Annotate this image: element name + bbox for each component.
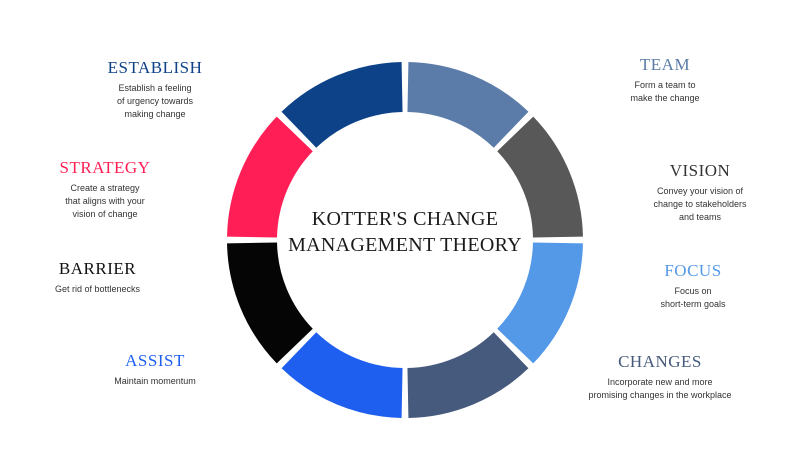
step-strategy-description: Create a strategy that aligns with your … (40, 182, 170, 221)
step-barrier-desc-line: Get rid of bottlenecks (54, 284, 141, 294)
step-changes-title: CHANGES (618, 352, 702, 371)
center-title: KOTTER'S CHANGE MANAGEMENT THEORY (255, 206, 555, 258)
step-changes-description: Incorporate new and more promising chang… (570, 376, 750, 402)
step-establish-title: ESTABLISH (107, 58, 203, 77)
ring-segment-vision (497, 116, 583, 238)
step-team-description: Form a team to make the change (600, 79, 730, 105)
center-title-line-1: KOTTER'S CHANGE (311, 208, 499, 230)
step-vision-desc-line: and teams (678, 212, 722, 222)
step-focus-description: Focus on short-term goals (628, 285, 758, 311)
step-barrier: BARRIER Get rid of bottlenecks (35, 259, 160, 296)
ring-segment-team (407, 62, 529, 148)
step-focus-title: FOCUS (664, 261, 722, 280)
step-strategy-desc-line: that aligns with your (65, 196, 145, 206)
step-vision: VISION Convey your vision of change to s… (630, 161, 770, 224)
step-strategy: STRATEGY Create a strategy that aligns w… (40, 158, 170, 221)
ring-segment-focus (497, 242, 583, 364)
step-strategy-desc-line: Create a strategy (70, 183, 140, 193)
step-team-desc-line: make the change (630, 93, 700, 103)
step-barrier-description: Get rid of bottlenecks (35, 283, 160, 296)
ring-segment-establish (281, 62, 403, 148)
step-strategy-title: STRATEGY (59, 158, 151, 177)
step-vision-desc-line: Convey your vision of (656, 186, 744, 196)
step-changes-desc-line: promising changes in the workplace (588, 390, 732, 400)
step-team-desc-line: Form a team to (634, 80, 696, 90)
step-focus-desc-line: short-term goals (660, 299, 726, 309)
step-establish-description: Establish a feeling of urgency towards m… (95, 82, 215, 121)
step-barrier-title: BARRIER (58, 259, 137, 278)
ring-segment-strategy (227, 116, 313, 238)
step-assist-title: ASSIST (125, 351, 185, 370)
step-focus: FOCUS Focus on short-term goals (628, 261, 758, 311)
ring-segment-assist (281, 332, 403, 418)
step-establish-desc-line: of urgency towards (116, 96, 194, 106)
center-title-line-2: MANAGEMENT THEORY (288, 234, 522, 256)
step-assist-description: Maintain momentum (95, 375, 215, 388)
step-strategy-desc-line: vision of change (72, 209, 138, 219)
step-establish-desc-line: making change (124, 109, 186, 119)
step-assist-desc-line: Maintain momentum (114, 376, 196, 386)
step-vision-description: Convey your vision of change to stakehol… (630, 185, 770, 224)
step-establish: ESTABLISH Establish a feeling of urgency… (95, 58, 215, 121)
step-vision-title: VISION (669, 161, 731, 180)
ring-segment-barrier (227, 242, 313, 364)
step-establish-desc-line: Establish a feeling (118, 83, 192, 93)
ring-segment-changes (407, 332, 529, 418)
step-team: TEAM Form a team to make the change (600, 55, 730, 105)
step-team-title: TEAM (639, 55, 691, 74)
step-assist: ASSIST Maintain momentum (95, 351, 215, 388)
step-focus-desc-line: Focus on (674, 286, 712, 296)
step-vision-desc-line: change to stakeholders (653, 199, 747, 209)
step-changes-desc-line: Incorporate new and more (607, 377, 713, 387)
step-changes: CHANGES Incorporate new and more promisi… (570, 352, 750, 402)
